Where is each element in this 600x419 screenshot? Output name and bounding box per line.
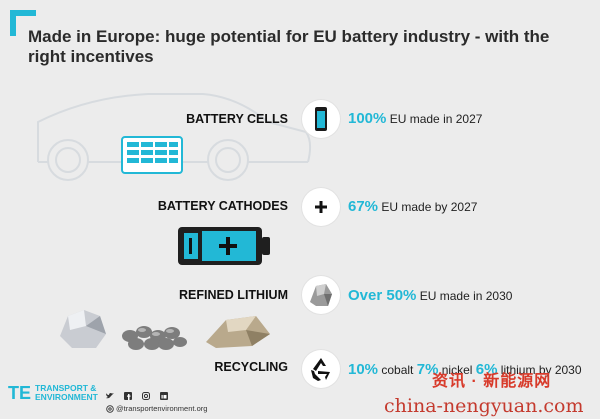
watermark-title: 资讯 · 新能源网 xyxy=(432,373,552,390)
car-outline-illustration xyxy=(37,93,312,181)
row-label-recycling: RECYCLING xyxy=(214,360,288,374)
stat-value: 67% xyxy=(348,198,379,215)
facebook-icon[interactable] xyxy=(124,392,132,400)
org-logo: TE TRANSPORT & ENVIRONMENT xyxy=(8,383,98,403)
stat-text-nickel: nickel xyxy=(438,363,476,377)
row-label-refined-lithium: REFINED LITHIUM xyxy=(178,288,288,302)
recycle-icon xyxy=(302,350,340,388)
stat-text: EU made in 2027 xyxy=(386,112,483,126)
stat-text: EU made in 2030 xyxy=(416,289,513,303)
stat-battery-cathodes: 67% EU made by 2027 xyxy=(348,198,477,215)
battery-illustration xyxy=(178,227,270,265)
stat-value-cobalt: 10% xyxy=(348,361,379,378)
plus-icon xyxy=(302,188,340,226)
lithium-ore-icon xyxy=(302,276,340,314)
org-name-line1: TRANSPORT & xyxy=(35,383,97,393)
org-name-line2: ENVIRONMENT xyxy=(35,392,98,402)
stat-refined-lithium: Over 50% EU made in 2030 xyxy=(348,287,512,304)
row-label-battery-cathodes: BATTERY CATHODES xyxy=(157,199,288,213)
stat-value: Over 50% xyxy=(348,287,417,304)
social-icons xyxy=(106,392,168,400)
stat-text: EU made by 2027 xyxy=(378,200,478,214)
stat-value: 100% xyxy=(348,110,387,127)
stat-recycling: 10% cobalt 7% nickel 6% lithium by 2030 xyxy=(348,361,582,378)
corner-bracket-icon xyxy=(10,10,36,36)
stat-text-lithium: lithium by 2030 xyxy=(497,363,582,377)
stat-value-nickel: 7% xyxy=(416,361,439,378)
at-icon xyxy=(106,404,114,413)
org-mark: TE xyxy=(8,383,32,403)
battery-phone-icon xyxy=(302,100,340,138)
website-handle[interactable]: @transportenvironment.org xyxy=(106,404,207,413)
twitter-icon[interactable] xyxy=(106,392,114,400)
page-title: Made in Europe: huge potential for EU ba… xyxy=(28,27,550,66)
stat-battery-cells: 100% EU made in 2027 xyxy=(348,110,482,127)
stat-value-lithium: 6% xyxy=(475,361,498,378)
linkedin-icon[interactable] xyxy=(160,392,168,400)
minerals-illustration xyxy=(60,310,270,350)
row-label-battery-cells: BATTERY CELLS xyxy=(186,112,288,126)
instagram-icon[interactable] xyxy=(142,392,150,400)
stat-text-cobalt: cobalt xyxy=(378,363,417,377)
watermark-url: china-nengyuan.com xyxy=(384,395,584,417)
website-handle-text: @transportenvironment.org xyxy=(116,404,208,413)
